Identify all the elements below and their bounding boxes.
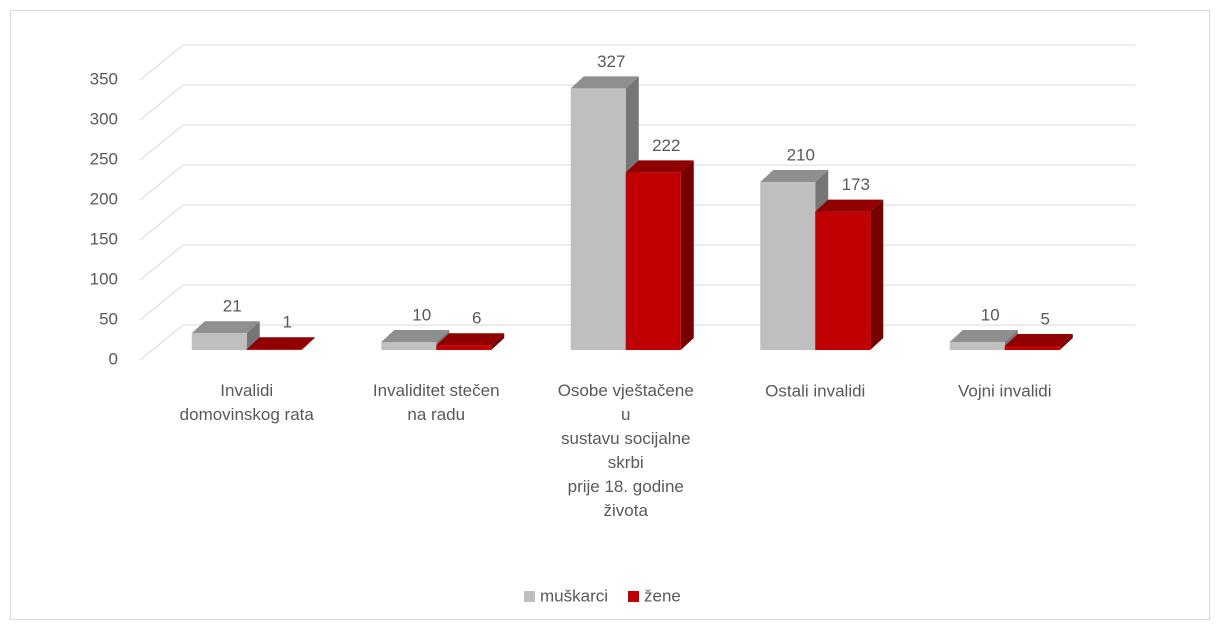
value-label: 327 — [597, 52, 625, 71]
x-tick-label: Invalidi domovinskog rata — [180, 381, 315, 424]
x-tick-label: Invaliditet stečen na radu — [373, 381, 500, 424]
bar-side — [246, 321, 260, 350]
value-label: 10 — [981, 305, 1000, 324]
y-tick-label: 250 — [90, 149, 118, 168]
bar — [815, 199, 884, 350]
value-label: 21 — [223, 297, 242, 316]
x-tick-label: Ostali invalidi — [765, 381, 865, 400]
legend-label: muškarci — [540, 586, 608, 605]
value-label: 222 — [652, 136, 680, 155]
grid-line — [139, 164, 1135, 201]
bar-top — [570, 76, 639, 89]
bar-side — [1059, 334, 1073, 350]
x-tick-label: Osobe vještačene u sustavu socijalne skrbi p… — [558, 381, 694, 520]
bar — [625, 160, 694, 350]
bar-front — [381, 342, 437, 350]
bar — [246, 337, 315, 350]
y-tick-label: 50 — [99, 309, 118, 328]
bar-top — [949, 330, 1018, 342]
grid-line — [139, 124, 1135, 161]
bar-top — [760, 170, 829, 182]
y-tick-label: 150 — [90, 229, 118, 248]
y-tick-label: 300 — [90, 109, 118, 128]
bar-side — [870, 199, 884, 350]
bar-front — [570, 88, 626, 351]
bar-side — [301, 337, 315, 350]
y-tick-label: 0 — [109, 349, 118, 368]
value-label: 10 — [412, 305, 431, 324]
y-tick-label: 200 — [90, 189, 118, 208]
value-label: 173 — [842, 175, 870, 194]
grid-line — [139, 44, 1135, 81]
bar-side — [680, 160, 694, 350]
bar-front — [815, 211, 871, 350]
bar-top — [246, 337, 315, 350]
value-label: 1 — [283, 313, 292, 332]
bar-front — [760, 182, 816, 350]
bar-side — [491, 333, 505, 350]
grid-line — [139, 84, 1135, 121]
legend-swatch — [628, 591, 640, 602]
bar-top — [436, 333, 505, 346]
bar — [191, 321, 260, 350]
bar-front — [436, 345, 492, 350]
x-tick-label: Vojni invalidi — [958, 381, 1052, 400]
bar-front — [1004, 346, 1060, 350]
bar-top — [191, 321, 260, 334]
value-label: 6 — [472, 309, 481, 328]
value-label: 5 — [1041, 309, 1050, 328]
bar-front — [625, 172, 681, 350]
bar-top — [381, 330, 450, 342]
y-tick-label: 350 — [90, 69, 118, 88]
bar-front — [191, 333, 247, 350]
value-label: 210 — [787, 145, 815, 164]
bar — [1004, 334, 1073, 350]
legend-swatch — [524, 591, 535, 602]
legend-label: žene — [644, 586, 681, 605]
bar — [436, 333, 505, 350]
bar-top — [815, 199, 884, 212]
y-tick-label: 100 — [90, 269, 118, 288]
bar-top — [625, 160, 694, 173]
bar-top — [1004, 334, 1073, 346]
bar-front — [949, 342, 1005, 350]
bar-front — [246, 349, 302, 350]
